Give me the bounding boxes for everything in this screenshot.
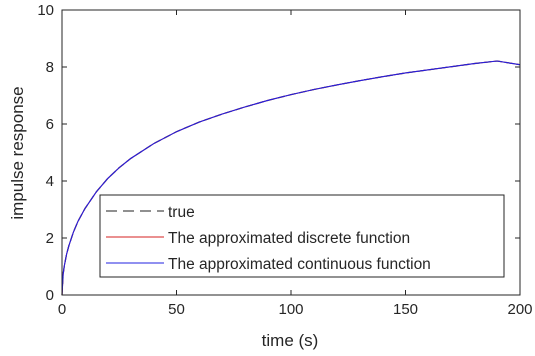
y-tick-label: 0 [46,287,54,304]
legend-label-1: The approximated discrete function [168,230,410,247]
x-tick-label: 100 [278,301,303,318]
legend: true The approximated discrete function Th… [99,194,505,278]
y-tick-label: 2 [46,230,54,247]
x-tick-label: 0 [58,301,66,318]
y-axis-label: impulse response [8,86,27,219]
x-tick-label: 150 [393,301,418,318]
y-tick-label: 6 [46,116,54,133]
x-axis-label: time (s) [262,331,319,350]
series-layer [61,60,521,296]
y-tick-label: 10 [37,2,54,19]
x-tick-label: 50 [168,301,185,318]
axes-layer: 0 50 100 150 200 0 2 4 6 8 10 [37,2,532,318]
y-tick-label: 8 [46,59,54,76]
x-tick-label: 200 [507,301,532,318]
legend-label-2: The approximated continuous function [168,256,431,273]
legend-box [99,194,505,278]
legend-label-0: true [168,204,195,221]
y-tick-label: 4 [46,173,54,190]
series-line-2 [61,60,521,296]
